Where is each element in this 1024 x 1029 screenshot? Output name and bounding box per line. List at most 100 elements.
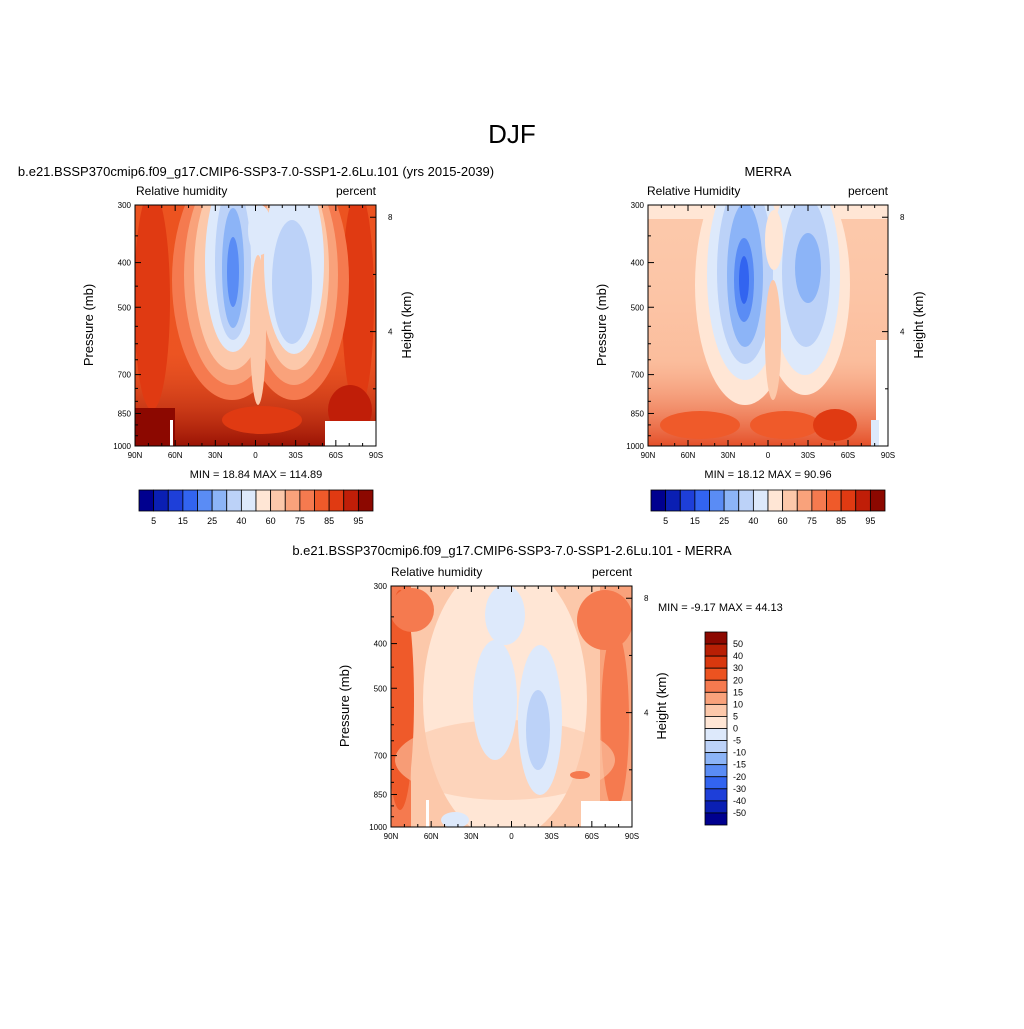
- colorbar-label: 95: [353, 516, 363, 526]
- colorbar-swatch: [704, 776, 728, 790]
- colorbar-label: 15: [733, 687, 743, 697]
- x-tick-label: 30N: [208, 451, 223, 460]
- colorbar-swatch: [704, 655, 728, 669]
- y-tick-label: 300: [118, 201, 132, 210]
- panel-model-left-label: Relative humidity: [136, 184, 227, 198]
- colorbar-swatch: [357, 489, 374, 512]
- colorbar-swatch: [704, 728, 728, 741]
- colorbar-label: -15: [733, 760, 746, 770]
- colorbar-label: -30: [733, 784, 746, 794]
- panel-merra-colorbar: 5 15 25 40 60 75 85 95: [650, 489, 886, 526]
- colorbar-swatch: [840, 489, 857, 512]
- height-tick-label: 8: [388, 213, 393, 222]
- colorbar-swatch: [826, 489, 842, 512]
- y-tick-label: 400: [374, 640, 388, 649]
- colorbar-swatch: [704, 740, 728, 754]
- panel-diff-ticks: 300 400 500 700 850 1000 8 4 90N 60N 30N 0 30S 60S 90S: [369, 582, 649, 841]
- colorbar-swatch: [650, 489, 667, 512]
- colorbar-swatch: [211, 489, 228, 512]
- y-tick-label: 1000: [626, 442, 644, 451]
- panel-merra-left-label: Relative Humidity: [647, 184, 740, 198]
- colorbar-swatch: [704, 679, 728, 693]
- x-tick-label: 90N: [128, 451, 143, 460]
- colorbar-swatch: [299, 489, 315, 512]
- y-tick-label: 500: [631, 303, 645, 312]
- panel-merra-ylabel-right: Height (km): [911, 291, 926, 358]
- colorbar-swatch: [270, 489, 286, 512]
- y-tick-label: 850: [631, 409, 645, 418]
- colorbar-label: 0: [733, 724, 738, 734]
- panel-model-minmax: MIN = 18.84 MAX = 114.89: [190, 469, 322, 481]
- colorbar-label: 10: [733, 699, 743, 709]
- colorbar-label: 5: [151, 516, 156, 526]
- colorbar-label: 75: [295, 516, 305, 526]
- colorbar-label: -20: [733, 772, 746, 782]
- panel-merra: MERRA Relative Humidity percent: [594, 164, 926, 526]
- y-tick-label: 700: [118, 371, 132, 380]
- y-tick-label: 300: [374, 582, 388, 591]
- x-tick-label: 0: [509, 832, 514, 841]
- panel-diff-right-label: percent: [592, 565, 633, 579]
- colorbar-swatch: [704, 812, 728, 826]
- colorbar-swatch: [314, 489, 330, 512]
- colorbar-label: 20: [733, 675, 743, 685]
- panel-model-colorbar: 5 15 25 40 60 75 85 95: [138, 489, 374, 526]
- colorbar-label: 15: [690, 516, 700, 526]
- panel-model: b.e21.BSSP370cmip6.f09_g17.CMIP6-SSP3-7.…: [18, 164, 494, 526]
- y-tick-label: 1000: [369, 823, 387, 832]
- x-tick-label: 30N: [721, 451, 736, 460]
- x-tick-label: 60S: [585, 832, 599, 841]
- colorbar-swatch: [138, 489, 155, 512]
- panel-diff-ylabel: Pressure (mb): [337, 665, 352, 747]
- colorbar-label: 25: [207, 516, 217, 526]
- colorbar-label: -5: [733, 736, 741, 746]
- panel-diff-ylabel-right: Height (km): [654, 672, 669, 739]
- y-tick-label: 850: [374, 790, 388, 799]
- colorbar-swatch: [704, 691, 728, 705]
- colorbar-swatch: [704, 631, 728, 645]
- colorbar-swatch: [704, 788, 728, 802]
- panel-diff-minmax: MIN = -9.17 MAX = 44.13: [658, 602, 783, 614]
- colorbar-swatch: [704, 716, 728, 729]
- colorbar-label: 30: [733, 663, 743, 673]
- colorbar-swatch: [782, 489, 798, 512]
- y-tick-label: 1000: [113, 442, 131, 451]
- panel-diff: b.e21.BSSP370cmip6.f09_g17.CMIP6-SSP3-7.…: [292, 543, 782, 841]
- panel-model-ylabel-right: Height (km): [399, 291, 414, 358]
- x-tick-label: 30N: [464, 832, 479, 841]
- panel-diff-title: b.e21.BSSP370cmip6.f09_g17.CMIP6-SSP3-7.…: [292, 543, 732, 558]
- colorbar-swatch: [284, 489, 301, 512]
- x-tick-label: 90N: [384, 832, 399, 841]
- panel-model-right-label: percent: [336, 184, 377, 198]
- x-tick-label: 30S: [289, 451, 303, 460]
- y-tick-label: 500: [374, 684, 388, 693]
- colorbar-label: -40: [733, 796, 746, 806]
- x-tick-label: 60N: [681, 451, 696, 460]
- colorbar-label: -10: [733, 748, 746, 758]
- colorbar-swatch: [704, 703, 728, 717]
- colorbar-label: 5: [733, 711, 738, 721]
- x-tick-label: 90S: [369, 451, 383, 460]
- y-tick-label: 300: [631, 201, 645, 210]
- colorbar-swatch: [240, 489, 257, 512]
- colorbar-label: 40: [236, 516, 246, 526]
- colorbar-swatch: [723, 489, 740, 512]
- colorbar-swatch: [796, 489, 813, 512]
- colorbar-swatch: [153, 489, 169, 512]
- height-tick-label: 8: [644, 594, 649, 603]
- y-tick-label: 700: [374, 752, 388, 761]
- colorbar-swatch: [869, 489, 886, 512]
- colorbar-label: 15: [178, 516, 188, 526]
- y-tick-label: 850: [118, 409, 132, 418]
- y-tick-label: 400: [118, 259, 132, 268]
- x-tick-label: 60S: [841, 451, 855, 460]
- panel-model-ticks: 300 400 500 700 850 1000 8 4 90N 60N 30N 0 30S 60S 90S: [113, 201, 393, 460]
- colorbar-label: 95: [865, 516, 875, 526]
- colorbar-swatch: [704, 800, 728, 814]
- colorbar-swatch: [328, 489, 345, 512]
- colorbar-swatch: [226, 489, 242, 512]
- panel-merra-title: MERRA: [745, 164, 792, 179]
- colorbar-swatch: [167, 489, 184, 512]
